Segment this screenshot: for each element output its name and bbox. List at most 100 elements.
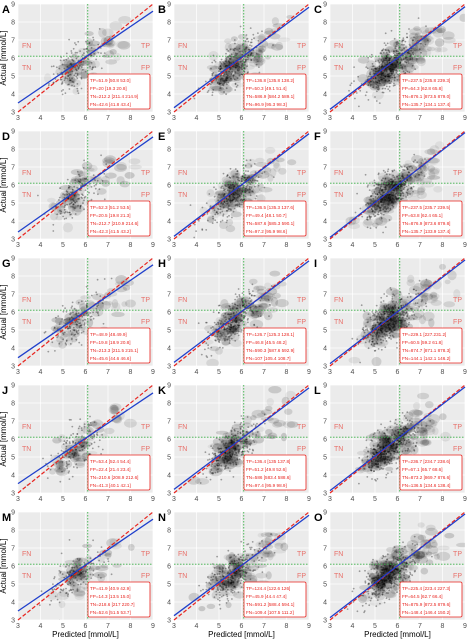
stats-box	[399, 200, 463, 237]
y-tick-label: 8	[167, 401, 171, 408]
y-tick-label: 4	[11, 473, 15, 480]
stats-line: TP=48.9 [48.49.9]	[90, 332, 127, 337]
quadrant-label-fn: FN	[178, 170, 187, 177]
x-axis-title: Predicted [mmol/L]	[52, 630, 119, 639]
stats-line: FN=136.5 [134.6 138.4]	[402, 483, 450, 488]
panel-letter: N	[158, 512, 166, 524]
y-tick-label: 7	[167, 292, 171, 299]
y-tick-label: 6	[323, 437, 327, 444]
quadrant-label-fn: FN	[22, 297, 31, 304]
y-tick-label: 4	[323, 219, 327, 226]
regression-line	[17, 136, 154, 233]
quadrant-label-tp: TP	[141, 424, 150, 431]
panel-e: FN TN TP FP TP=136.5 [135.3 137.6] FP=49.4 [4…	[158, 129, 311, 250]
x-tick-label: 6	[84, 242, 88, 249]
x-tick-label: 8	[441, 369, 445, 376]
x-tick-label: 5	[373, 242, 377, 249]
quadrant-label-tp: TP	[453, 424, 462, 431]
quadrant-label-fp: FP	[141, 65, 150, 72]
stats-box	[399, 581, 463, 618]
stats-line: FP=45.9 [44.4 47.4]	[246, 594, 286, 599]
x-tick-label: 3	[172, 369, 176, 376]
x-tick-label: 8	[441, 115, 445, 122]
stats-line: FP=49.4 [48.1 50.7]	[246, 213, 286, 218]
quadrant-label-tn: TN	[334, 65, 343, 72]
regression-line	[173, 514, 310, 617]
y-tick-label: 4	[11, 346, 15, 353]
x-tick-label: 9	[463, 369, 467, 376]
stats-line: TP=136.4 [135 137.8]	[246, 459, 290, 464]
stats-line: FP=51.2 [49.8 52.6]	[246, 467, 286, 472]
stats-line: FN=107 [105.4 108.7]	[246, 356, 291, 361]
panel-letter: E	[158, 131, 165, 143]
x-tick-label: 9	[463, 623, 467, 630]
x-tick-label: 3	[328, 369, 332, 376]
regression-line	[329, 132, 466, 238]
y-tick-label: 8	[11, 528, 15, 535]
panel-j: FN TN TP FP TP=53.4 [52.4 54.4] FP=22.4 [21.4…	[0, 383, 155, 504]
y-tick-label: 7	[167, 546, 171, 553]
quadrant-label-tp: TP	[297, 43, 306, 50]
quadrant-label-fn: FN	[334, 297, 343, 304]
stats-box	[399, 454, 463, 491]
regression-line	[173, 387, 310, 490]
y-tick-label: 9	[167, 256, 171, 263]
x-tick-label: 6	[396, 369, 400, 376]
x-tick-label: 9	[151, 242, 155, 249]
panel-letter: B	[158, 4, 166, 16]
quadrant-label-fn: FN	[22, 424, 31, 431]
quadrant-label-tn: TN	[22, 573, 31, 580]
stats-line: FN=135.7 [134.1 137.4]	[402, 102, 450, 107]
y-tick-label: 4	[323, 600, 327, 607]
x-tick-label: 9	[151, 623, 155, 630]
panel-letter: D	[2, 131, 10, 143]
y-tick-label: 9	[167, 2, 171, 9]
quadrant-label-fn: FN	[334, 424, 343, 431]
panel-b: FN TN TP FP TP=136.8 [135.8 138.2] FP=50.3 [4…	[158, 2, 311, 123]
y-axis-title: Actual [mmol/L]	[0, 30, 8, 85]
stats-line: FN=45.6 [44.6 46.6]	[90, 356, 131, 361]
stats-line: TP=51.9 [50.8 53.0]	[90, 78, 130, 83]
x-tick-label: 3	[328, 623, 332, 630]
quadrant-label-tp: TP	[141, 170, 150, 177]
y-tick-label: 8	[323, 147, 327, 154]
y-tick-label: 7	[11, 38, 15, 45]
y-tick-label: 5	[167, 582, 171, 589]
regression-line	[173, 260, 310, 363]
x-tick-label: 7	[262, 369, 266, 376]
quadrant-label-tp: TP	[297, 170, 306, 177]
y-tick-label: 5	[323, 201, 327, 208]
regression-line	[329, 386, 466, 492]
y-tick-label: 3	[167, 110, 171, 117]
stats-line: FP=20.5 [19.8 21.3]	[90, 213, 130, 218]
y-tick-label: 5	[167, 328, 171, 335]
quadrant-label-tn: TN	[22, 319, 31, 326]
x-tick-label: 3	[172, 115, 176, 122]
stats-box	[87, 73, 151, 110]
panel-c: FN TN TP FP TP=237.5 [235.8 239.3] FP=64.3 [6…	[314, 2, 467, 123]
stats-box	[243, 73, 307, 110]
stats-line: TN=212.7 [210.9 214.6]	[90, 221, 138, 226]
y-tick-label: 6	[167, 437, 171, 444]
quadrant-label-tp: TP	[453, 297, 462, 304]
stats-line: FP=67.1 [65.7 68.6]	[402, 467, 442, 472]
y-tick-label: 6	[323, 310, 327, 317]
panel-letter: M	[2, 512, 11, 524]
regression-line	[17, 264, 154, 359]
x-tick-label: 5	[61, 369, 65, 376]
panel-g: FN TN TP FP TP=48.9 [48.49.9] FP=19.8 [18.9 2…	[0, 256, 155, 377]
y-tick-label: 3	[11, 618, 15, 625]
y-tick-label: 6	[11, 183, 15, 190]
x-tick-label: 6	[396, 242, 400, 249]
stats-line: TN=875.9 [872.5 879.6]	[402, 602, 450, 607]
stats-line: FP=20 [19.3 20.8]	[90, 86, 127, 91]
scatter-points	[38, 538, 135, 620]
quadrant-label-fp: FP	[297, 573, 306, 580]
x-tick-label: 7	[106, 369, 110, 376]
quadrant-label-fn: FN	[178, 43, 187, 50]
panel-letter: J	[2, 385, 8, 397]
y-tick-label: 7	[167, 165, 171, 172]
quadrant-label-fn: FN	[334, 170, 343, 177]
quadrant-label-tn: TN	[334, 319, 343, 326]
